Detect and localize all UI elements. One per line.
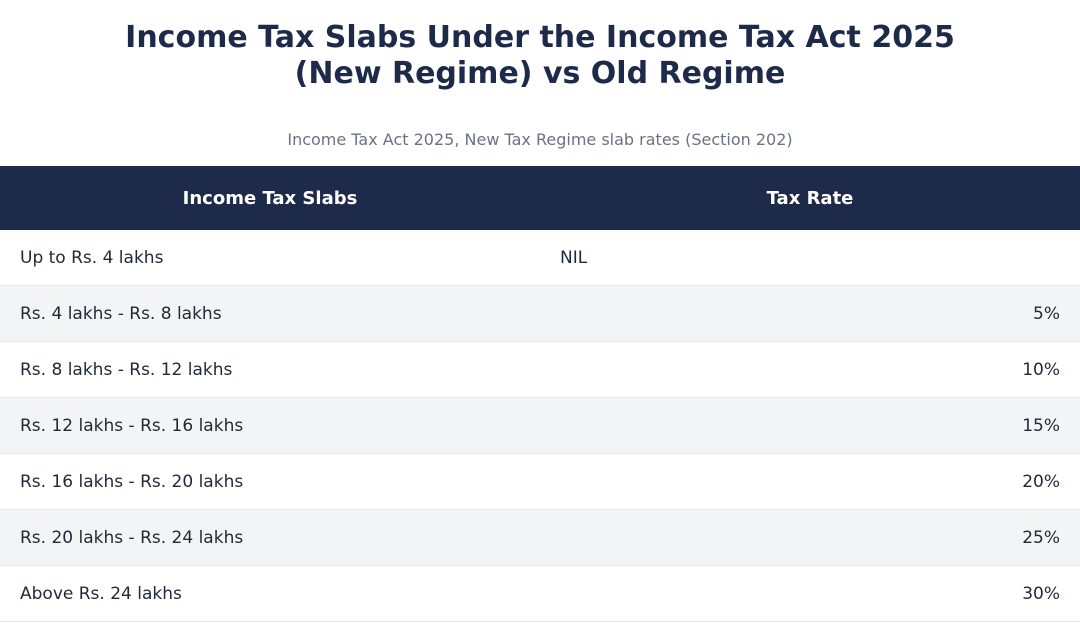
table-row: Up to Rs. 4 lakhs NIL — [0, 230, 1080, 286]
rate-cell: 10% — [540, 341, 1080, 398]
tax-slab-table: Income Tax Slabs Tax Rate Up to Rs. 4 la… — [0, 166, 1080, 622]
table-row: Above Rs. 24 lakhs 30% — [0, 565, 1080, 622]
rate-cell: 15% — [540, 397, 1080, 454]
slab-cell: Rs. 4 lakhs - Rs. 8 lakhs — [0, 285, 540, 342]
slab-cell: Above Rs. 24 lakhs — [0, 565, 540, 622]
page-title: Income Tax Slabs Under the Income Tax Ac… — [0, 20, 1080, 92]
table-row: Rs. 12 lakhs - Rs. 16 lakhs 15% — [0, 397, 1080, 454]
table-row: Rs. 4 lakhs - Rs. 8 lakhs 5% — [0, 285, 1080, 342]
rate-cell: 20% — [540, 453, 1080, 510]
slab-cell: Rs. 20 lakhs - Rs. 24 lakhs — [0, 509, 540, 566]
header-income-tax-slabs: Income Tax Slabs — [0, 166, 540, 230]
rate-cell: 5% — [540, 285, 1080, 342]
slab-cell: Rs. 16 lakhs - Rs. 20 lakhs — [0, 453, 540, 510]
header-tax-rate: Tax Rate — [540, 166, 1080, 230]
slab-cell: Up to Rs. 4 lakhs — [0, 230, 540, 286]
table-header-row: Income Tax Slabs Tax Rate — [0, 166, 1080, 230]
table-row: Rs. 20 lakhs - Rs. 24 lakhs 25% — [0, 509, 1080, 566]
table-row: Rs. 8 lakhs - Rs. 12 lakhs 10% — [0, 341, 1080, 398]
rate-cell: 30% — [540, 565, 1080, 622]
slab-cell: Rs. 8 lakhs - Rs. 12 lakhs — [0, 341, 540, 398]
slab-cell: Rs. 12 lakhs - Rs. 16 lakhs — [0, 397, 540, 454]
rate-cell: NIL — [540, 230, 1080, 286]
table-row: Rs. 16 lakhs - Rs. 20 lakhs 20% — [0, 453, 1080, 510]
table-caption: Income Tax Act 2025, New Tax Regime slab… — [287, 130, 793, 149]
title-line-2: (New Regime) vs Old Regime — [294, 56, 786, 91]
rate-cell: 25% — [540, 509, 1080, 566]
title-line-1: Income Tax Slabs Under the Income Tax Ac… — [125, 20, 955, 55]
